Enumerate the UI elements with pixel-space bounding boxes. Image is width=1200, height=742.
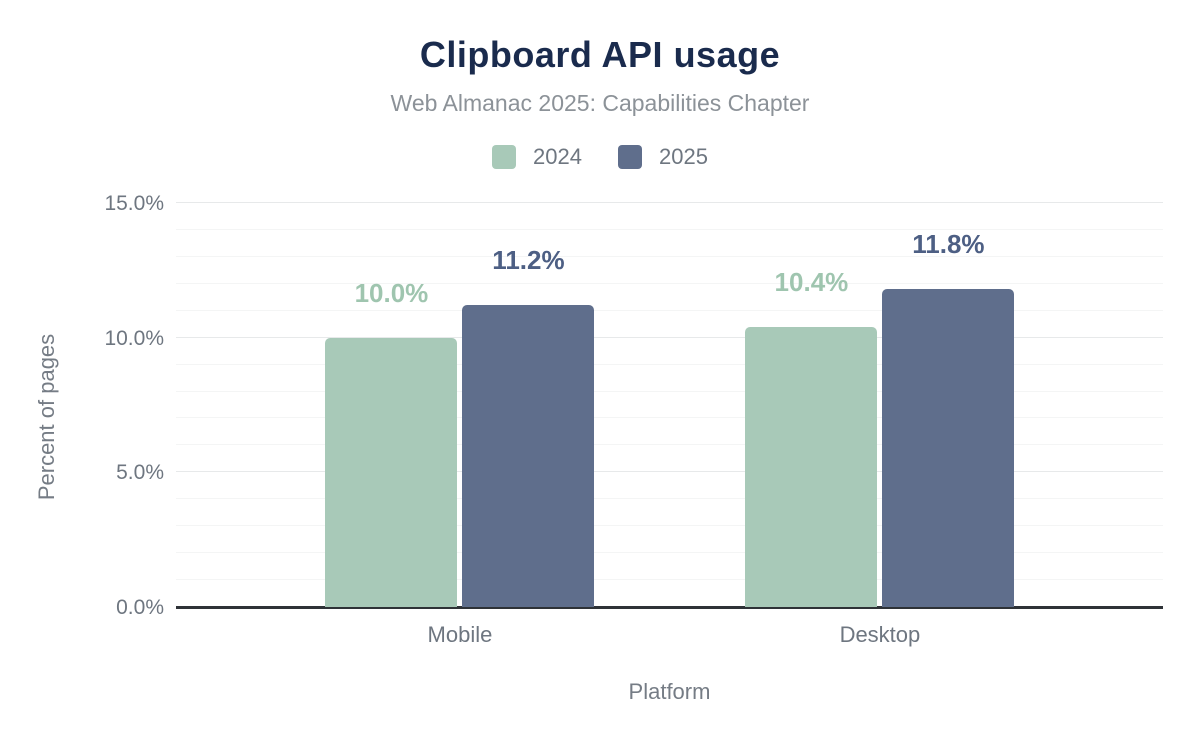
minor-gridline (176, 390, 1163, 392)
legend-item-2025[interactable]: 2025 (618, 144, 708, 170)
y-axis-title: Percent of pages (34, 333, 59, 501)
major-gridline (176, 336, 1163, 338)
chart-subtitle: Web Almanac 2025: Capabilities Chapter (390, 90, 810, 116)
legend-label: 2024 (533, 144, 582, 169)
major-gridline (176, 202, 1163, 203)
legend: 2024 2025 (0, 144, 1200, 170)
legend-swatch-2024 (492, 145, 517, 169)
y-axis-tick-label: 10.0% (104, 326, 164, 350)
bar-2024-desktop[interactable] (745, 326, 878, 607)
minor-gridline (176, 255, 1163, 257)
bar-2025-mobile[interactable] (462, 305, 595, 607)
minor-gridline (176, 309, 1163, 311)
chart-title: Clipboard API usage (419, 34, 781, 75)
minor-gridline (176, 579, 1163, 581)
minor-gridline (176, 282, 1163, 284)
legend-swatch-2025 (618, 145, 642, 169)
bar-value-label-2024-mobile: 10.0% (354, 277, 429, 308)
minor-gridline (176, 525, 1163, 527)
bar-value-label-2025-mobile: 11.2% (492, 245, 565, 276)
x-axis-title: Platform (628, 679, 711, 704)
minor-gridline (176, 417, 1163, 419)
x-axis-tick-label-mobile: Mobile (427, 622, 493, 647)
legend-item-2024[interactable]: 2024 (492, 144, 582, 170)
minor-gridline (176, 444, 1163, 446)
major-gridline (176, 471, 1163, 473)
bar-value-label-2025-desktop: 11.8% (912, 229, 985, 260)
bar-2025-desktop[interactable] (882, 289, 1015, 607)
y-axis-tick-label: 15.0% (104, 192, 164, 215)
y-axis-tick-label: 0.0% (116, 596, 164, 619)
y-axis-tick-label: 5.0% (116, 461, 164, 485)
minor-gridline (176, 228, 1163, 230)
legend-label: 2025 (659, 144, 708, 169)
bar-2024-mobile[interactable] (325, 337, 458, 607)
x-axis-line (176, 606, 1163, 609)
plot-area: 10.0% 11.2% 10.4% 11.8% (176, 202, 1163, 609)
minor-gridline (176, 363, 1163, 365)
minor-gridline (176, 498, 1163, 500)
minor-gridline (176, 552, 1163, 554)
bar-value-label-2024-desktop: 10.4% (774, 266, 849, 297)
x-axis-tick-label-desktop: Desktop (839, 622, 921, 647)
